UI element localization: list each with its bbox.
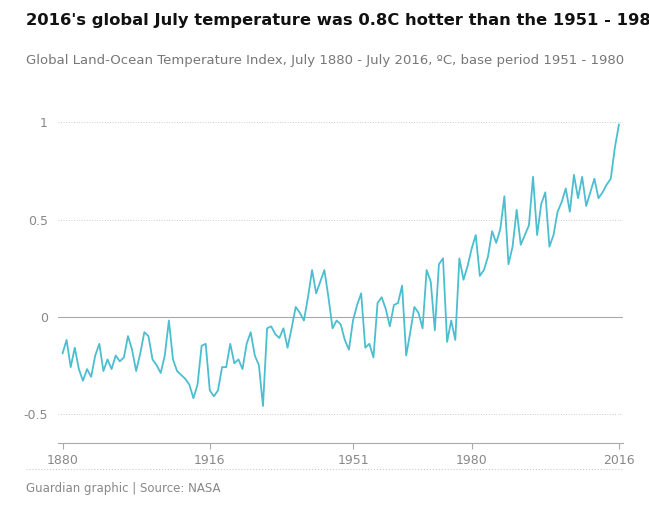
Text: 2016's global July temperature was 0.8C hotter than the 1951 - 1980 average: 2016's global July temperature was 0.8C … <box>26 13 649 28</box>
Text: Global Land-Ocean Temperature Index, July 1880 - July 2016, ºC, base period 1951: Global Land-Ocean Temperature Index, Jul… <box>26 54 624 67</box>
Text: Guardian graphic | Source: NASA: Guardian graphic | Source: NASA <box>26 482 221 494</box>
